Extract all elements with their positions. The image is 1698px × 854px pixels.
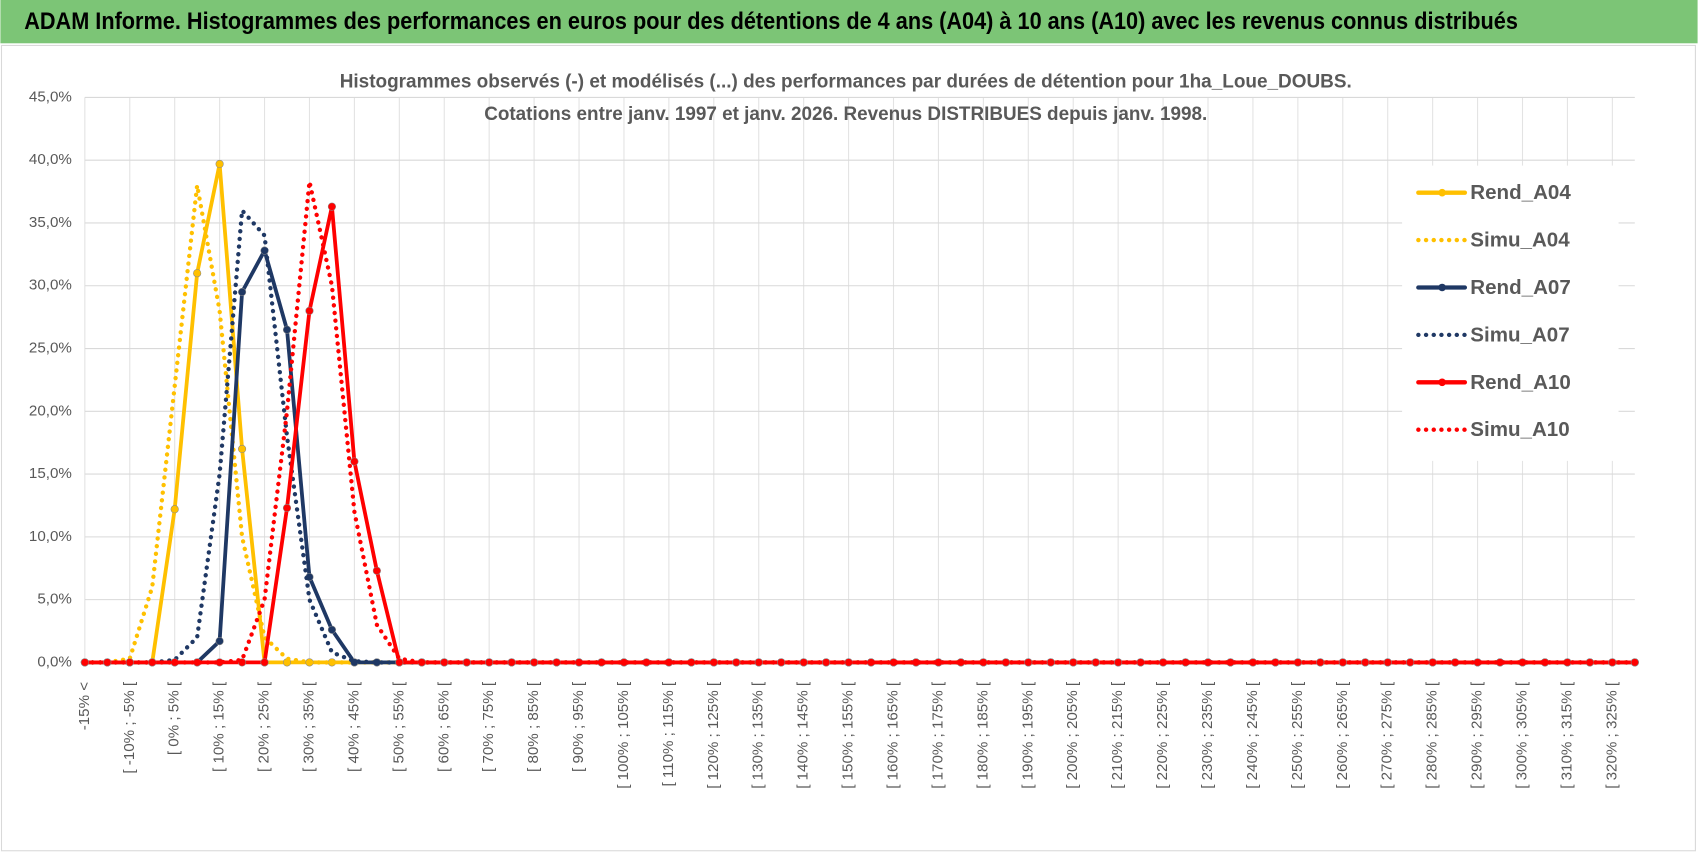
chart: Histogrammes observés (-) et modélisés (… [340,70,1352,124]
point [327,202,336,211]
x-tick-label: [ 50% ; 55% [ [390,681,407,772]
x-tick-label: [ 320% ; 325% [ [1603,681,1620,789]
x-tick-label: [ 210% ; 215% [ [1109,681,1126,789]
y-tick-label: 25,0% [29,340,72,357]
legend-bg [1402,165,1619,461]
x-tick-label: [ 240% ; 245% [ [1244,681,1261,789]
x-tick-label: [ 130% ; 135% [ [750,681,767,789]
x-tick-label: [ 280% ; 285% [ [1424,681,1441,789]
y-tick-label: 35,0% [29,214,72,231]
x-tick-label: [ 230% ; 235% [ [1199,681,1216,789]
y-tick-label: 40,0% [29,151,72,168]
x-tick-label: [ 60% ; 65% [ [435,681,452,772]
x-tick-label: [ 80% ; 85% [ [525,681,542,772]
x-tick-label: [ 0% ; 5% [ [166,681,183,755]
y-tick-label: 15,0% [29,465,72,482]
series-line [82,179,1637,665]
legend-label: Simu_A07 [1470,323,1569,346]
x-tick-label: [ 250% ; 255% [ [1289,681,1306,789]
x-tick-label: [ 100% ; 105% [ [615,681,632,789]
point [327,625,336,634]
y-tick-label: 20,0% [29,402,72,419]
point [372,566,381,575]
x-tick-label: [ -10% ; -5% [ [121,681,138,774]
x-tick-label: [ 300% ; 305% [ [1513,681,1530,789]
x-tick-label: [ 140% ; 145% [ [795,681,812,789]
legend-marker [1438,188,1446,197]
point [282,325,292,334]
point [260,658,269,667]
x-tick-label: [ 20% ; 25% [ [256,681,273,772]
title-bg [333,68,1359,95]
title-bg [477,100,1214,128]
x-tick-label: [ 180% ; 185% [ [974,681,991,789]
chart-subtitle: Cotations entre janv. 1997 et janv. 2026… [484,103,1207,125]
header-bar [0,0,1698,44]
x-tick-label: [ 310% ; 315% [ [1558,681,1575,789]
point [305,306,314,315]
x-tick-label: [ 270% ; 275% [ [1379,681,1396,789]
x-tick-label: -15% < [76,682,93,731]
point [350,457,359,466]
x-tick-label: [ 260% ; 265% [ [1334,681,1351,789]
y-tick-label: 45,0% [29,88,72,105]
point [282,503,292,513]
header-title: ADAM Informe. Histogrammes des performan… [24,8,1518,35]
point [215,159,224,169]
point [193,269,202,278]
x-tick-label: [ 10% ; 15% [ [211,681,228,772]
x-tick-label: [ 290% ; 295% [ [1469,681,1486,789]
x-tick-label: [ 220% ; 225% [ [1154,681,1171,789]
legend-label: Simu_A04 [1470,229,1570,252]
point [238,287,247,297]
x-tick-label: [ 40% ; 45% [ [345,681,362,772]
legend-label: Simu_A10 [1470,418,1569,441]
x-tick-label: [ 70% ; 75% [ [480,681,497,772]
y-tick-label: 0,0% [37,653,72,670]
series-line [82,183,1637,665]
legend-label: Rend_A04 [1470,181,1571,204]
chart-title: Histogrammes observés (-) et modélisés (… [340,70,1352,92]
x-tick-label: [ 90% ; 95% [ [570,681,587,772]
x-tick-label: [ 120% ; 125% [ [705,681,722,789]
legend-label: Rend_A10 [1470,371,1571,394]
y-tick-label: 30,0% [29,277,72,294]
x-tick-label: [ 150% ; 155% [ [840,681,857,789]
x-tick-label: [ 170% ; 175% [ [929,681,946,789]
x-tick-label: [ 30% ; 35% [ [300,681,317,772]
y-tick-label: 5,0% [37,591,72,608]
x-tick-label: [ 160% ; 165% [ [885,681,902,789]
x-tick-label: [ 200% ; 205% [ [1064,681,1081,789]
legend-label: Rend_A07 [1470,276,1571,299]
point [238,444,247,454]
legend-marker [1438,283,1446,292]
y-tick-label: 10,0% [29,528,72,545]
point [395,658,404,667]
legend-marker [1438,378,1446,387]
point [170,505,179,514]
x-tick-label: [ 110% ; 115% [ [660,681,677,786]
point [215,637,224,646]
x-tick-label: [ 190% ; 195% [ [1019,681,1036,789]
